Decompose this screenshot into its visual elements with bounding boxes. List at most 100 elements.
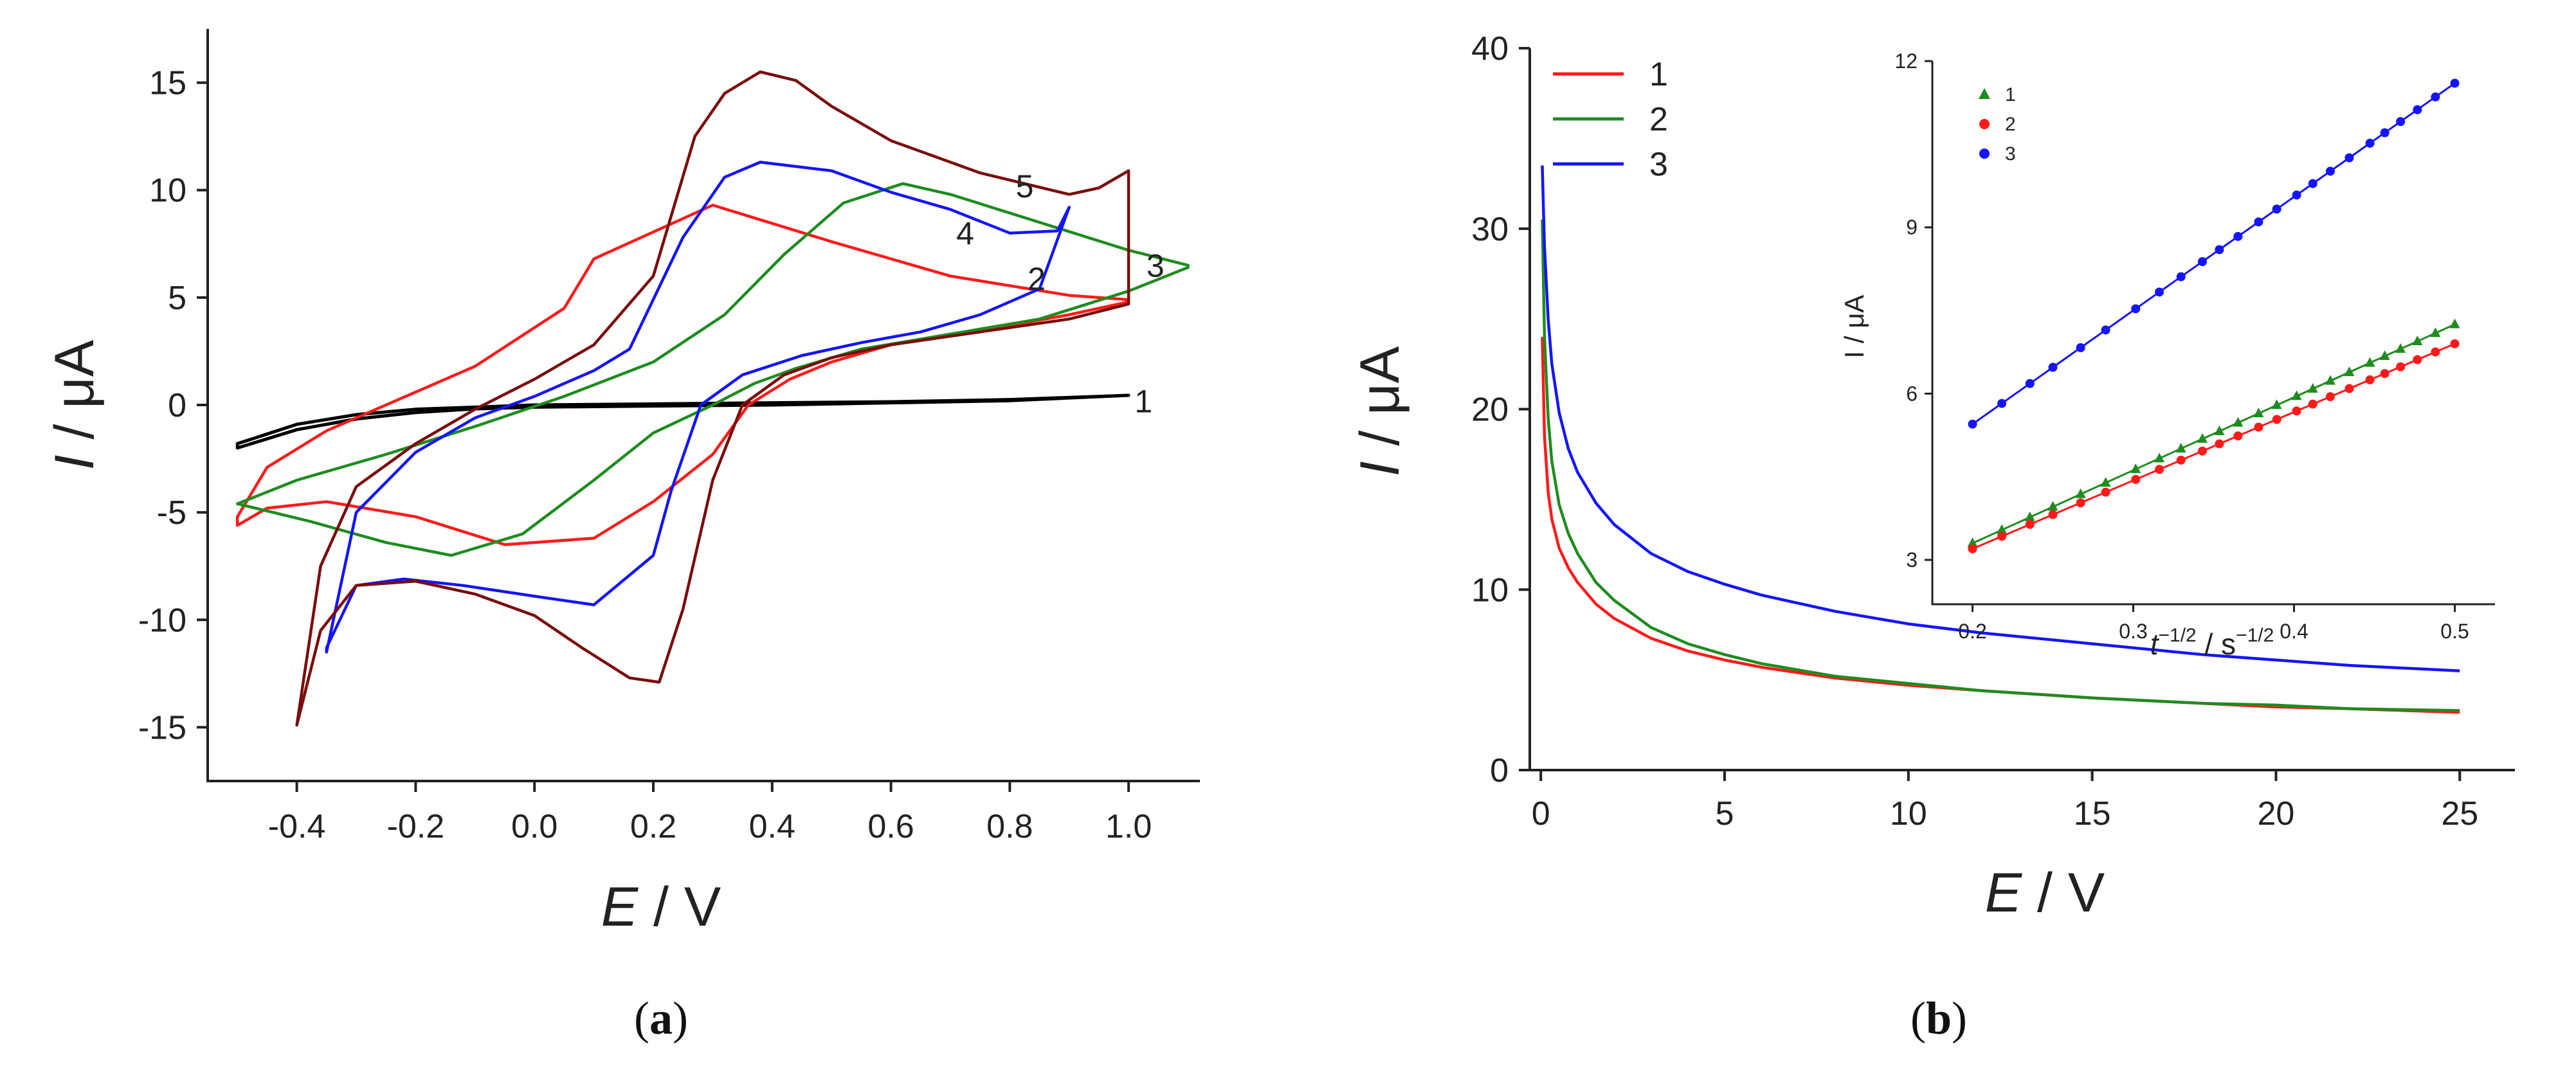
inset-point-1 <box>1997 524 2008 534</box>
panel-a-ylabel: I / μA <box>44 339 105 470</box>
caption-a: (a) <box>634 993 688 1044</box>
inset-point-2 <box>2176 455 2186 465</box>
inset-point-1 <box>2214 425 2225 435</box>
inset-point-3 <box>2131 304 2141 314</box>
inset-point-2 <box>2215 439 2224 449</box>
inset-point-1 <box>2175 442 2186 453</box>
panel-a-axes <box>206 29 1200 782</box>
panel-a-xtick-label: 0.4 <box>749 808 795 845</box>
inset-point-3 <box>2325 166 2335 176</box>
panel-a-ytick-label: 10 <box>149 172 186 210</box>
panel-a: -0.4 -0.2 0.0 0.2 0.4 0.6 0.8 1.0 -15 -10 -5 0 5 10 1… <box>44 29 1200 938</box>
panel-b-xtick-label: 20 <box>2258 795 2295 832</box>
inset-point-2 <box>2450 339 2460 348</box>
panel-a-curve-1 <box>235 393 1130 450</box>
inset-point-1 <box>2130 463 2141 473</box>
panel-a-ytick-label: -10 <box>138 602 186 639</box>
panel-a-curve-4 <box>325 161 1071 654</box>
inset-point-1 <box>2325 375 2336 385</box>
panel-a-curve-3 <box>235 182 1190 557</box>
inset-point-3 <box>2076 343 2085 352</box>
panel-a-ytick-label: 15 <box>149 65 186 102</box>
inset-point-1 <box>2430 327 2441 337</box>
inset-point-1 <box>2271 399 2282 409</box>
inset-point-1 <box>2154 453 2165 463</box>
inset-point-2 <box>2396 362 2406 372</box>
inset-point-2 <box>2025 519 2035 529</box>
inset-ytick-label: 9 <box>1906 216 1918 239</box>
inset-point-1 <box>2047 501 2058 511</box>
inset-point-3 <box>1997 399 2007 408</box>
panel-b-ytick-label: 40 <box>1471 30 1509 67</box>
inset-ytick-label: 12 <box>1894 49 1918 73</box>
inset-point-1 <box>2395 343 2406 353</box>
panel-a-ytick-label: 5 <box>168 280 186 317</box>
inset-point-1 <box>2291 390 2302 400</box>
panel-a-curve-5 <box>295 70 1130 727</box>
inset-legend-marker-3 <box>1979 148 1990 159</box>
inset-axes <box>1931 61 2495 606</box>
panel-a-ytick-label: 0 <box>168 387 186 424</box>
inset-point-2 <box>2197 446 2207 456</box>
panel-a-curve-2 <box>235 203 1130 546</box>
inset-point-2 <box>2076 498 2085 508</box>
inset-point-3 <box>2048 363 2058 372</box>
panel-a-xlabel: E / V <box>601 876 721 938</box>
panel-b-axes <box>1528 48 2515 771</box>
inset-point-3 <box>2215 245 2224 255</box>
inset-point-1 <box>2075 488 2086 498</box>
inset-legend-label-2: 2 <box>2005 114 2016 135</box>
inset-point-2 <box>2131 474 2141 484</box>
panel-a-ytick-label: -5 <box>157 494 186 532</box>
panel-b-xtick-label: 25 <box>2441 795 2478 832</box>
panel-b-legend-label-1: 1 <box>1649 56 1668 93</box>
inset-xtick-label: 0.2 <box>1958 620 1986 643</box>
inset-point-1 <box>2253 408 2264 418</box>
panel-b-ytick-label: 0 <box>1490 752 1509 789</box>
inset-point-2 <box>2325 392 2335 402</box>
inset-point-2 <box>2380 369 2390 379</box>
inset-point-2 <box>2308 399 2317 409</box>
inset-point-2 <box>2292 406 2301 416</box>
panel-b-ytick-label: 20 <box>1471 391 1509 429</box>
inset-point-2 <box>2272 415 2281 424</box>
inset-point-3 <box>2254 217 2263 227</box>
caption-b: (b) <box>1910 993 1967 1044</box>
inset-ytick-label: 3 <box>1906 548 1918 571</box>
inset-point-1 <box>2364 357 2375 367</box>
inset-legend-label-1: 1 <box>2005 84 2016 105</box>
inset-point-3 <box>2380 128 2390 138</box>
inset-point-1 <box>2307 382 2318 393</box>
inset-point-2 <box>2233 431 2243 441</box>
inset-point-3 <box>2155 287 2164 297</box>
inset-legend-label-3: 3 <box>2005 143 2016 165</box>
panel-b-legend-label-3: 3 <box>1649 146 1668 183</box>
panel-b-xlabel: E / V <box>1985 862 2105 924</box>
inset-point-2 <box>2365 375 2375 384</box>
inset-point-1 <box>2344 366 2355 377</box>
panel-a-curve-label-4: 4 <box>956 216 974 252</box>
inset-ylabel: I / μA <box>1839 295 1869 359</box>
inset-xlabel: t−1/2 / s−1/2 <box>2150 625 2274 661</box>
inset-point-1 <box>2233 417 2244 427</box>
panel-a-xtick-label: -0.4 <box>268 808 326 845</box>
inset-point-3 <box>2176 272 2186 282</box>
inset-point-3 <box>2233 231 2243 241</box>
panel-b-xtick-label: 5 <box>1716 795 1734 832</box>
inset-point-2 <box>1968 544 1977 553</box>
panel-a-xtick-label: -0.2 <box>387 808 445 845</box>
inset-point-3 <box>2308 179 2317 188</box>
panel-b-ytick-label: 30 <box>1471 211 1509 248</box>
inset-point-1 <box>1967 537 1978 548</box>
inset-point-3 <box>2197 257 2207 267</box>
inset-point-3 <box>2292 190 2301 200</box>
panel-b-legend: 1 2 3 <box>1553 56 1668 183</box>
inset-point-2 <box>2048 510 2058 519</box>
inset-point-1 <box>2449 318 2460 328</box>
inset-point-3 <box>2272 204 2281 214</box>
inset-point-3 <box>2365 138 2375 148</box>
inset-point-1 <box>2197 433 2208 443</box>
